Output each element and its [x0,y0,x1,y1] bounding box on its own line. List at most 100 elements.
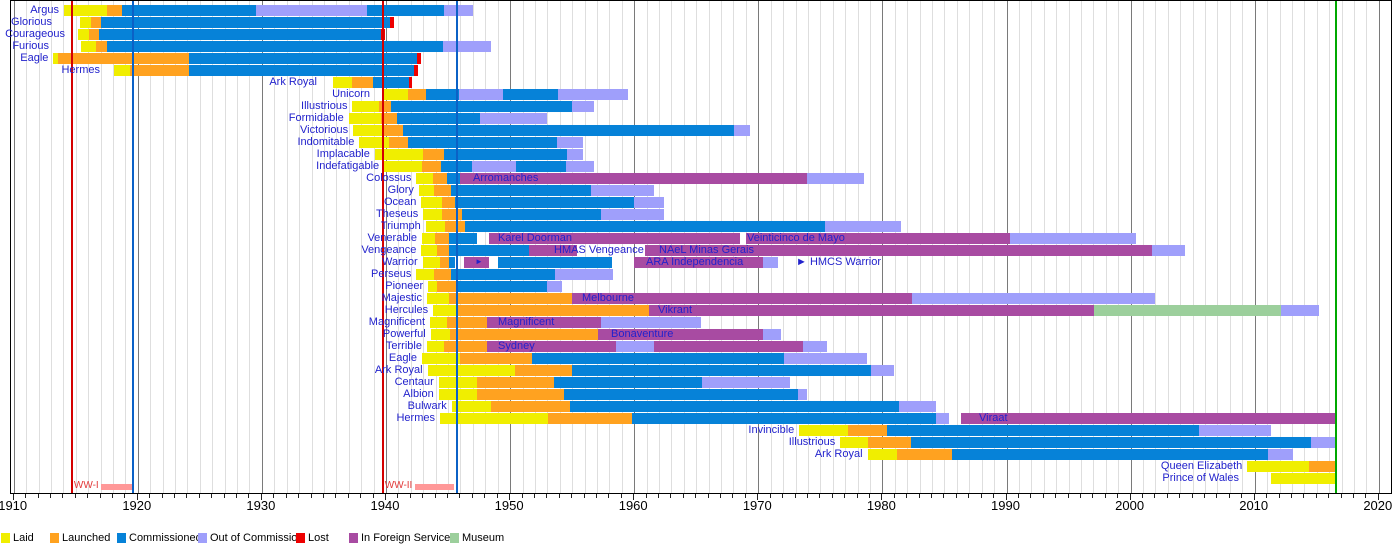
ship-label[interactable]: Implacable [316,148,370,160]
bar-out-of-commission [806,173,864,184]
axis-tick-1963 [670,494,672,498]
ship-label[interactable]: Ark Royal [814,448,863,460]
bar-annotation-label[interactable]: ► HMCS Warrior [796,256,882,268]
ship-label[interactable]: Hermes [61,64,100,76]
bar-commissioned [910,437,1311,448]
bar-launched [432,173,448,184]
ship-label[interactable]: Vengeance [361,244,417,256]
ship-label[interactable]: Ocean [383,196,417,208]
axis-tick-1922 [161,494,163,498]
ship-label[interactable]: Majestic [381,292,422,304]
bar-out-of-commission [701,377,790,388]
bar-commissioned [443,149,568,160]
axis-tick-1949 [496,494,498,498]
ship-label[interactable]: Perseus [371,268,412,280]
ship-label[interactable]: Warrior [381,256,418,268]
bar-museum [1093,305,1281,316]
bar-annotation-label[interactable]: Bonaventure [611,328,674,340]
axis-label-1950: 1950 [494,498,524,513]
ship-label[interactable]: Queen Elizabeth [1160,460,1243,472]
bar-commissioned [188,53,418,64]
ship-label[interactable]: Magnificent [368,316,426,328]
axis-tick-2020 [1377,494,1379,500]
bar-out-of-commission [784,353,867,364]
axis-tick-1995 [1067,494,1069,498]
bar-out-of-commission [825,221,901,232]
bar-commissioned [569,401,899,412]
bar-commissioned [502,89,559,100]
ship-label[interactable]: Invincible [748,424,795,436]
axis-tick-2000 [1129,494,1131,500]
ship-label[interactable]: Furious [12,40,49,52]
bar-launched [95,41,107,52]
ship-label[interactable]: Colossus [366,172,412,184]
ship-label[interactable]: Indomitable [297,136,355,148]
ship-label[interactable]: Hermes [396,412,435,424]
ship-label[interactable]: Pioneer [385,280,424,292]
bar-lost [408,77,413,88]
ship-label[interactable]: Courageous [5,28,65,40]
bar-laid [78,29,90,40]
bar-annotation-label[interactable]: ARA Independencia [646,256,744,268]
ship-label[interactable]: Ark Royal [269,76,317,88]
bar-out-of-commission [634,197,664,208]
ship-label[interactable]: Hercules [384,304,429,316]
ship-label[interactable]: Illustrious [301,100,348,112]
bar-lost [413,65,418,76]
ship-label[interactable]: Eagle [20,52,49,64]
ship-label[interactable]: Victorious [300,124,349,136]
bar-out-of-commission [558,89,628,100]
axis-tick-1918 [111,494,113,498]
bar-annotation-label[interactable]: NAeL Minas Gerais [659,244,754,256]
war-label: WW-I [73,480,99,491]
bar-laid [80,17,91,28]
ship-label[interactable]: Albion [403,388,434,400]
legend-label-mu: Museum [462,532,505,544]
ship-label[interactable]: Venerable [367,232,417,244]
gridline-2013 [1291,1,1293,493]
ship-label[interactable]: Ark Royal [374,364,423,376]
ship-label[interactable]: Prince of Wales [1162,472,1239,484]
ship-label[interactable]: Powerful [382,328,426,340]
bar-commissioned [456,281,548,292]
ship-label[interactable]: Illustrious [788,436,836,448]
bar-annotation-label[interactable]: ► [475,257,483,266]
legend-swatch-mu [450,533,459,543]
axis-tick-1999 [1117,494,1119,498]
bar-launched [476,377,555,388]
bar-out-of-commission [935,413,950,424]
ship-label[interactable]: Glory [387,184,414,196]
ship-label[interactable]: Centaur [394,376,434,388]
bar-annotation-label[interactable]: Sydney [498,340,535,352]
ship-label[interactable]: Glorious [11,16,52,28]
bar-annotation-label[interactable]: Karel Doorman [498,232,572,244]
axis-tick-1941 [397,494,399,498]
bar-commissioned [631,413,936,424]
present-day-line [1335,1,1338,493]
axis-tick-2002 [1154,494,1156,498]
axis-tick-1944 [434,494,436,498]
bar-annotation-label[interactable]: Viraat [979,412,1008,424]
ship-label[interactable]: Formidable [288,112,344,124]
bar-annotation-label[interactable]: Veinticinco de Mayo [747,232,845,244]
axis-tick-1911 [25,494,27,498]
axis-tick-1932 [285,494,287,498]
bar-annotation-label[interactable]: Vikrant [658,304,693,316]
ship-label[interactable]: Theseus [376,208,419,220]
bar-annotation-label[interactable]: Arromanches [473,172,539,184]
bar-launched [106,5,123,16]
ship-label[interactable]: Terrible [385,340,422,352]
ship-label[interactable]: Bulwark [407,400,447,412]
legend-label-ld: Laid [13,532,34,544]
gridline-1940 [386,1,387,493]
bar-annotation-label[interactable]: Melbourne [582,292,634,304]
ship-label[interactable]: Indefatigable [316,160,380,172]
ship-label[interactable]: Triumph [380,220,421,232]
bar-laid [416,269,434,280]
ship-label[interactable]: Eagle [388,352,417,364]
bar-annotation-label[interactable]: HMAS Vengeance [554,244,644,256]
bar-out-of-commission [565,161,594,172]
ship-label[interactable]: Unicorn [332,88,370,100]
bar-annotation-label[interactable]: Magnificent [498,316,555,328]
ship-label[interactable]: Argus [30,4,59,16]
